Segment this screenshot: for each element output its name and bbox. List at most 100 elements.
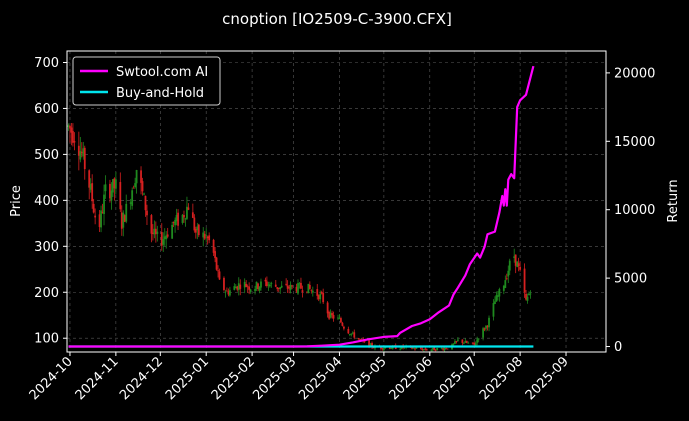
candle-body (82, 148, 85, 157)
candle-body (266, 281, 268, 286)
candle-body (166, 234, 169, 237)
candle-body (305, 291, 308, 293)
candle-body (171, 224, 174, 239)
candle-body (357, 338, 360, 340)
candle-body (462, 342, 465, 344)
candle-body (464, 340, 467, 343)
right-tick-label: 15000 (614, 135, 655, 150)
candle-body (295, 286, 298, 292)
left-tick-label: 300 (34, 240, 59, 255)
candle-body (529, 293, 532, 295)
plot-frame (66, 50, 607, 353)
candle-body (104, 184, 107, 192)
candle-body (411, 347, 413, 349)
candle-body (202, 232, 205, 238)
candle-body (132, 187, 135, 189)
candle-body (122, 212, 125, 228)
candle-body (120, 212, 123, 229)
candle-body (353, 332, 356, 338)
candle-body (297, 283, 299, 294)
candle-body (258, 286, 261, 291)
candle-body (474, 343, 477, 346)
candle-body (513, 256, 516, 259)
candle-body (187, 207, 190, 210)
candle-body (310, 289, 313, 291)
candle-body (270, 283, 273, 284)
candle-body (228, 290, 231, 296)
candle-body (300, 282, 302, 289)
left-axis-ticks: 100 200 300 400 500 600 700 (34, 56, 67, 347)
candle-body (163, 236, 166, 240)
left-tick-label: 200 (34, 286, 59, 301)
legend-box (72, 56, 221, 106)
candle-body (101, 212, 104, 213)
candle-body (70, 127, 73, 133)
candle-body (226, 290, 228, 292)
candle-body (156, 231, 159, 234)
candle-body (286, 285, 289, 289)
candle-body (380, 346, 382, 349)
candle-body (471, 342, 474, 344)
candle-body (485, 325, 487, 329)
candle-body (186, 206, 188, 219)
candle-body (92, 203, 95, 213)
candle-body (236, 286, 239, 290)
candle-body (69, 125, 71, 129)
candle-body (454, 341, 456, 344)
candle-body (191, 212, 194, 218)
candle-body (431, 347, 434, 350)
candle-body (129, 202, 132, 204)
candle-body (89, 183, 92, 190)
candle-body (172, 221, 175, 224)
candle-body (369, 343, 372, 346)
candle-body (331, 313, 333, 316)
candle-body (276, 287, 279, 289)
candle-body (183, 214, 185, 218)
candle-body (350, 333, 353, 335)
candle-body (79, 151, 82, 160)
candle-body (322, 292, 325, 303)
candle-body (100, 210, 102, 228)
legend-label-ai: Swtool.com AI (116, 65, 208, 80)
candle-body (257, 283, 259, 290)
candle-body (154, 228, 157, 235)
candle-body (526, 296, 529, 301)
candle-body (473, 342, 476, 345)
candle-body (141, 181, 144, 192)
candle-body (125, 203, 128, 222)
candle-body (175, 214, 178, 222)
candle-body (348, 334, 351, 335)
candle-body (343, 326, 345, 329)
candle-body (508, 260, 511, 271)
candle-body (351, 332, 354, 334)
candle-body (359, 339, 362, 340)
candle-body (291, 285, 293, 287)
candle-body (205, 235, 208, 237)
candle-body (140, 170, 142, 183)
candle-body (517, 263, 520, 267)
legend: Swtool.com AI Buy-and-Hold (72, 56, 221, 106)
candle-body (162, 239, 165, 245)
candle-body (212, 239, 215, 253)
candle-body (446, 348, 449, 350)
candle-body (264, 279, 267, 282)
candle-body (326, 302, 329, 314)
candle-body (341, 322, 344, 326)
candle-body (507, 270, 510, 277)
candle-body (174, 219, 176, 226)
candle-body (214, 251, 216, 259)
series-line-ai (68, 65, 535, 348)
candle-body (311, 290, 314, 293)
candle-body (98, 214, 101, 227)
candle-body (249, 289, 252, 292)
candle-body (388, 347, 391, 349)
candle-body (505, 278, 508, 280)
candle-body (237, 283, 240, 290)
candle-body (268, 284, 271, 287)
candle-body (193, 217, 196, 231)
right-tick-label: 5000 (614, 272, 647, 287)
candle-body (502, 285, 505, 291)
candle-body (279, 287, 282, 290)
candle-body (91, 183, 94, 202)
candle-body (420, 347, 422, 349)
